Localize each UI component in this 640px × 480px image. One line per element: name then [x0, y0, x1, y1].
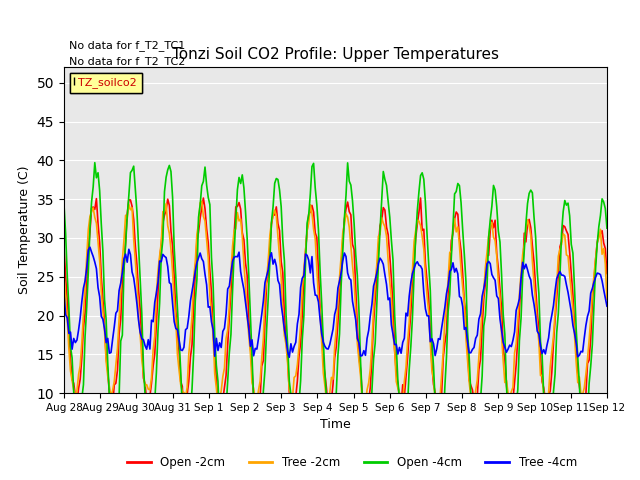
Tree -2cm	[60, 271, 68, 277]
Open -4cm	[224, 379, 232, 384]
Tree -4cm	[67, 329, 74, 335]
Open -4cm	[603, 225, 611, 231]
Line: Tree -4cm: Tree -4cm	[64, 247, 607, 357]
Tree -2cm	[397, 412, 405, 418]
Tree -4cm	[60, 291, 68, 297]
Line: Open -4cm: Open -4cm	[64, 163, 607, 449]
Open -2cm	[603, 271, 611, 276]
Open -4cm	[67, 344, 74, 349]
Open -2cm	[367, 384, 374, 390]
Text: No data for f_T2_TC1: No data for f_T2_TC1	[69, 40, 186, 50]
Legend: Open -2cm, Tree -2cm, Open -4cm, Tree -4cm: Open -2cm, Tree -2cm, Open -4cm, Tree -4…	[122, 452, 582, 474]
Title: Tonzi Soil CO2 Profile: Upper Temperatures: Tonzi Soil CO2 Profile: Upper Temperatur…	[172, 47, 499, 62]
Open -4cm	[368, 387, 376, 393]
Open -4cm	[514, 387, 522, 393]
Tree -2cm	[514, 318, 522, 324]
Open -2cm	[417, 195, 424, 201]
Tree -2cm	[67, 368, 74, 374]
Tree -4cm	[285, 354, 293, 360]
Tree -4cm	[182, 327, 189, 333]
Y-axis label: Soil Temperature (C): Soil Temperature (C)	[18, 166, 31, 294]
Legend: TZ_soilco2: TZ_soilco2	[70, 73, 141, 93]
Line: Tree -2cm: Tree -2cm	[64, 201, 607, 415]
Open -2cm	[180, 417, 188, 423]
Tree -2cm	[224, 327, 232, 333]
Open -4cm	[91, 160, 99, 166]
Tree -4cm	[514, 302, 522, 308]
Tree -4cm	[224, 286, 232, 292]
Tree -2cm	[198, 198, 205, 204]
Open -2cm	[67, 356, 74, 362]
Open -2cm	[508, 400, 515, 406]
Tree -4cm	[508, 344, 515, 349]
Tree -2cm	[603, 296, 611, 302]
Open -2cm	[514, 336, 522, 341]
X-axis label: Time: Time	[320, 419, 351, 432]
Tree -4cm	[368, 301, 376, 307]
Tree -2cm	[180, 390, 188, 396]
Open -4cm	[508, 430, 515, 435]
Open -4cm	[60, 202, 68, 208]
Open -2cm	[182, 395, 189, 401]
Open -4cm	[182, 437, 189, 443]
Tree -2cm	[367, 366, 374, 372]
Tree -4cm	[86, 244, 94, 250]
Text: No data for f_T2_TC2: No data for f_T2_TC2	[69, 56, 186, 67]
Line: Open -2cm: Open -2cm	[64, 198, 607, 420]
Open -2cm	[224, 342, 232, 348]
Tree -2cm	[508, 389, 515, 395]
Open -4cm	[292, 446, 300, 452]
Tree -4cm	[603, 303, 611, 309]
Open -2cm	[60, 244, 68, 250]
